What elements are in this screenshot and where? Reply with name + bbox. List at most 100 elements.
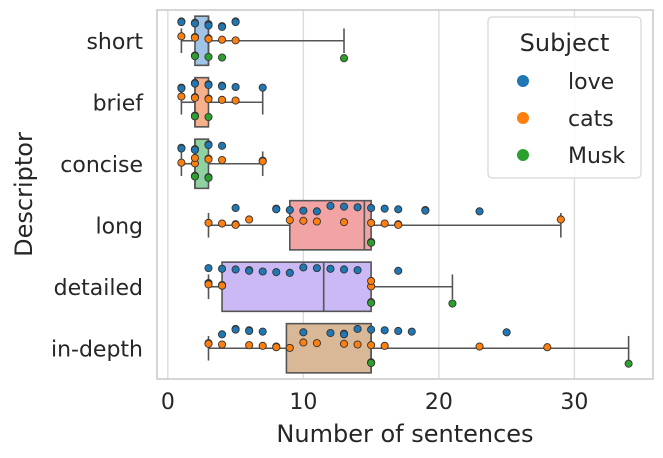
point-cats: [205, 35, 212, 42]
y-tick-label: brief: [93, 91, 145, 116]
point-Musk: [191, 113, 198, 120]
point-love: [476, 208, 483, 215]
point-Musk: [205, 174, 212, 181]
point-love: [246, 267, 253, 274]
point-love: [232, 204, 239, 211]
point-cats: [368, 342, 375, 349]
point-love: [191, 20, 198, 27]
legend-marker-love: [517, 75, 529, 87]
point-love: [273, 206, 280, 213]
point-cats: [313, 340, 320, 347]
point-cats: [232, 97, 239, 104]
point-cats: [286, 344, 293, 351]
point-cats: [259, 342, 266, 349]
legend: Subject lovecatsMusk: [488, 17, 641, 178]
legend-marker-Musk: [517, 149, 529, 161]
point-Musk: [340, 55, 347, 62]
x-tick-label: 20: [425, 390, 453, 415]
point-love: [218, 83, 225, 90]
point-love: [178, 19, 185, 26]
y-tick-label: short: [86, 30, 143, 55]
point-love: [300, 264, 307, 271]
point-love: [191, 146, 198, 153]
point-Musk: [205, 113, 212, 120]
point-love: [205, 265, 212, 272]
point-love: [205, 142, 212, 149]
point-love: [232, 326, 239, 333]
point-love: [286, 269, 293, 276]
point-love: [368, 204, 375, 211]
point-cats: [191, 94, 198, 101]
point-love: [340, 203, 347, 210]
point-love: [205, 81, 212, 88]
point-cats: [246, 342, 253, 349]
point-love: [327, 202, 334, 209]
point-cats: [205, 281, 212, 288]
point-love: [246, 327, 253, 334]
legend-label-love: love: [568, 70, 614, 95]
point-love: [503, 329, 510, 336]
point-cats: [340, 219, 347, 226]
point-love: [395, 206, 402, 213]
point-love: [191, 80, 198, 87]
point-love: [313, 208, 320, 215]
point-love: [232, 266, 239, 273]
point-love: [232, 83, 239, 90]
point-cats: [218, 96, 225, 103]
point-cats: [313, 218, 320, 225]
point-cats: [218, 220, 225, 227]
point-cats: [218, 282, 225, 289]
point-love: [286, 206, 293, 213]
point-cats: [354, 341, 361, 348]
point-Musk: [218, 54, 225, 61]
box-detailed: [222, 262, 371, 311]
point-cats: [395, 221, 402, 228]
point-cats: [205, 96, 212, 103]
point-cats: [205, 156, 212, 163]
x-tick-label: 30: [560, 390, 588, 415]
point-cats: [178, 93, 185, 100]
point-cats: [381, 342, 388, 349]
point-love: [218, 142, 225, 149]
point-cats: [476, 343, 483, 350]
point-love: [178, 85, 185, 92]
y-tick-label: in-depth: [51, 337, 143, 362]
point-love: [395, 267, 402, 274]
point-love: [340, 266, 347, 273]
point-Musk: [368, 299, 375, 306]
point-love: [300, 207, 307, 214]
point-love: [259, 84, 266, 91]
point-cats: [273, 344, 280, 351]
point-love: [381, 205, 388, 212]
point-love: [300, 329, 307, 336]
point-love: [354, 204, 361, 211]
point-cats: [205, 340, 212, 347]
legend-label-Musk: Musk: [568, 144, 625, 169]
legend-label-cats: cats: [568, 107, 614, 132]
point-love: [259, 328, 266, 335]
point-cats: [300, 217, 307, 224]
point-Musk: [205, 53, 212, 60]
point-cats: [191, 154, 198, 161]
point-love: [395, 327, 402, 334]
point-Musk: [191, 173, 198, 180]
point-cats: [218, 36, 225, 43]
point-cats: [191, 34, 198, 41]
point-Musk: [449, 300, 456, 307]
point-cats: [557, 216, 564, 223]
x-tick-label: 0: [161, 390, 175, 415]
point-Musk: [368, 239, 375, 246]
x-tick-label: 10: [289, 390, 317, 415]
point-love: [218, 331, 225, 338]
point-Musk: [625, 360, 632, 367]
point-love: [354, 325, 361, 332]
point-love: [259, 268, 266, 275]
point-love: [205, 22, 212, 29]
point-cats: [205, 219, 212, 226]
point-love: [422, 207, 429, 214]
point-love: [218, 23, 225, 30]
point-cats: [259, 158, 266, 165]
point-cats: [218, 341, 225, 348]
point-love: [340, 331, 347, 338]
